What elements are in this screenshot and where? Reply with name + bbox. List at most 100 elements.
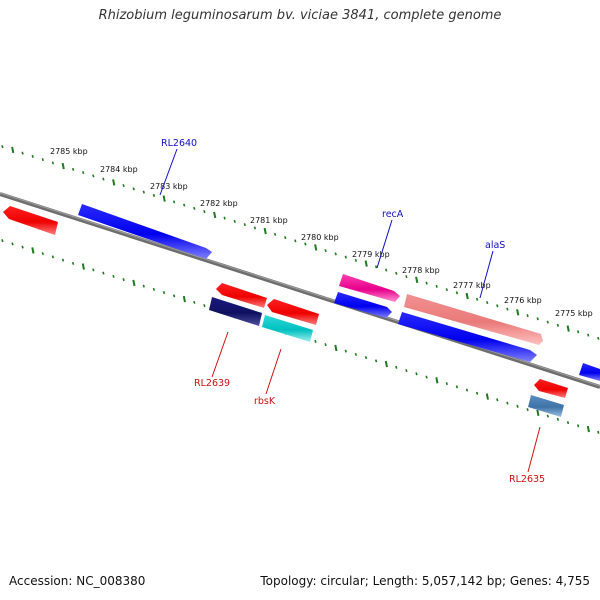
tick-mark [395,271,398,275]
tick-mark [122,278,125,282]
tick-mark [132,187,135,191]
genome-backbone-highlight [0,192,600,387]
tick-mark [566,325,570,332]
tick-mark [304,242,307,246]
tick-mark [51,255,55,259]
tick-mark [526,408,529,412]
tick-mark [486,301,489,305]
scale-label-2775: 2775 kbp [555,309,593,318]
tick-mark [102,271,105,275]
scale-label-2777: 2777 kbp [453,281,491,290]
tick-mark [314,244,318,251]
tick-mark [465,292,469,300]
tick-mark [152,193,156,197]
tick-mark [51,161,55,165]
label-recA: recA [382,209,404,220]
gene-RL2640[interactable] [78,204,212,259]
tick-mark [172,294,176,298]
label-alaS: alaS [485,240,505,251]
tick-mark [112,274,115,278]
gene-reverse-a[interactable] [216,283,267,308]
tick-mark [193,300,196,304]
scale-label-2783: 2783 kbp [150,182,188,191]
tick-mark [597,430,600,434]
tick-mark [506,307,509,311]
tick-mark [152,287,156,291]
tick-mark [334,252,337,256]
label-RL2635: RL2635 [509,474,545,485]
tick-mark [1,145,4,149]
gene-rbsK[interactable] [262,315,313,342]
tick-mark [405,275,408,279]
tick-mark [92,174,95,178]
tick-mark [273,232,277,236]
tick-mark [31,247,35,254]
tick-mark [526,314,529,318]
tick-mark [354,258,358,262]
gene-RL2635[interactable] [528,395,564,417]
tick-mark [385,268,388,272]
scale-label-2778: 2778 kbp [402,266,440,275]
gene-forward-small[interactable] [334,292,392,318]
tick-mark [415,372,418,376]
tick-mark [354,352,358,356]
tick-mark [61,258,65,262]
tick-mark [142,284,145,288]
tick-mark [374,265,378,269]
tick-mark [586,425,590,433]
tick-mark [425,375,428,379]
tick-mark [11,242,14,246]
leader-RL2639 [211,331,229,378]
accession-text: Accession: NC_008380 [9,574,146,588]
gene-reverse-left[interactable] [3,206,58,235]
tick-mark [546,414,549,418]
leader-alaS [479,250,494,299]
scale-label-2781: 2781 kbp [250,216,288,225]
gene-reverse-b[interactable] [267,299,319,325]
tick-mark [546,320,549,324]
tick-mark [415,276,419,283]
gene-forward-long[interactable] [398,312,537,362]
tick-mark [162,195,166,202]
gene-recA[interactable] [339,274,400,302]
scale-label-2785: 2785 kbp [50,147,88,156]
label-rbsK: rbsK [254,396,276,407]
tick-mark [81,263,85,270]
gene-reverse-c[interactable] [534,379,568,398]
tick-mark [82,171,85,175]
leader-recA [376,219,393,269]
tick-mark [334,344,338,352]
tick-mark [445,382,448,386]
tick-mark [203,210,206,214]
tick-mark [31,154,34,158]
genome-summary-text: Topology: circular; Length: 5,057,142 bp… [260,574,590,588]
tick-mark [344,255,347,259]
tick-mark [485,393,489,400]
tick-mark [445,288,448,292]
tick-mark [193,206,196,210]
tick-mark [294,239,297,243]
tick-mark [556,417,560,421]
tick-mark [597,336,600,340]
tick-mark [435,284,438,288]
tick-mark [263,227,267,235]
tick-mark [566,421,570,425]
tick-mark [455,385,459,389]
gene-RL2639[interactable] [209,297,262,326]
tick-mark [576,424,580,428]
tick-mark [536,317,539,321]
tick-mark [556,323,560,327]
tick-mark [374,359,378,363]
gene-alaS[interactable] [404,294,543,345]
tick-mark [182,295,186,303]
gene-forward-edge[interactable] [579,363,600,381]
scale-label-2782: 2782 kbp [200,199,238,208]
tick-mark [364,260,368,267]
tick-mark [324,249,327,253]
tick-mark [364,356,368,360]
leader-rbsK [265,348,282,395]
tick-mark [223,216,226,220]
tick-mark [344,349,347,353]
tick-mark [21,151,24,155]
